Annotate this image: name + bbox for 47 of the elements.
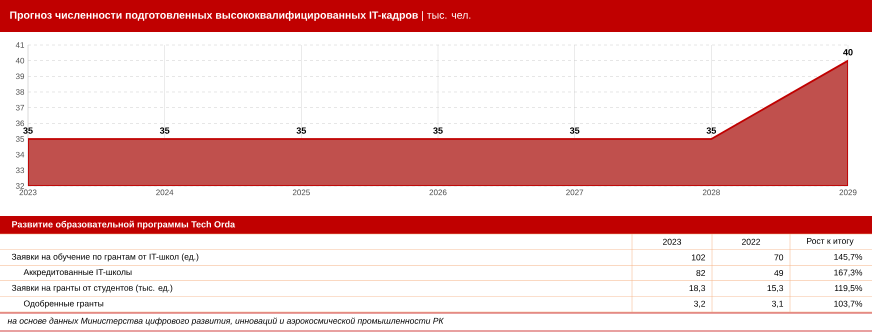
text: 145,7%	[834, 254, 862, 261]
text: Развитие образовательной программы Tech Orda	[12, 220, 236, 230]
data-label: 35	[296, 127, 306, 134]
x-tick-label: 2024	[156, 190, 174, 196]
data-label: 35	[706, 127, 716, 134]
text: 15,3	[768, 285, 784, 292]
text: 2022	[742, 238, 760, 245]
x-tick-label: 2027	[566, 190, 584, 196]
x-tick-label: 2029	[840, 190, 857, 196]
text: на основе данных Министерства цифрового развития, инноваций и аэрокосмической промышленности РК	[8, 317, 444, 326]
x-tick-label: 2023	[20, 190, 37, 196]
y-tick-label: 41	[16, 42, 24, 48]
text: 103,7%	[834, 300, 862, 308]
x-tick-label: 2025	[292, 190, 310, 196]
text: Рост к итогу	[807, 238, 854, 246]
y-tick-label: 38	[16, 89, 24, 95]
text: 82	[696, 270, 706, 276]
text: 119,5%	[834, 285, 862, 292]
text: 3,2	[694, 300, 706, 308]
x-tick-label: 2028	[702, 190, 720, 196]
text: 167,3%	[834, 269, 862, 277]
y-tick-label: 37	[16, 104, 24, 110]
text: Заявки на обучение по грантам от IT-школ (ед.)	[12, 253, 198, 262]
text: Одобренные гранты	[24, 300, 104, 308]
text: 49	[774, 270, 784, 276]
text: 70	[774, 254, 784, 260]
text: 18,3	[690, 285, 706, 292]
text: Заявки на гранты от студентов (тыс. ед.)	[12, 284, 172, 293]
chart-title: Прогноз численности подготовленных высококвалифицированных IT-кадров	[10, 11, 418, 21]
data-label: 40	[843, 49, 853, 56]
y-tick-label: 40	[16, 58, 24, 64]
y-tick-label: 39	[16, 74, 24, 80]
y-tick-label: 32	[16, 183, 24, 189]
y-tick-label: 35	[16, 136, 24, 142]
y-tick-label: 34	[16, 152, 24, 158]
text: 102	[692, 254, 706, 260]
chart-subtitle: | тыс. чел.	[422, 11, 470, 21]
y-tick-label: 36	[16, 120, 24, 126]
text: 3,1	[772, 300, 784, 308]
x-tick-label: 2026	[430, 190, 447, 196]
text: Аккредитованные IT-школы	[24, 269, 132, 277]
data-label: 35	[570, 127, 580, 134]
text: 2023	[662, 238, 682, 245]
data-label: 35	[433, 127, 443, 134]
data-label: 35	[23, 127, 33, 134]
y-tick-label: 33	[16, 168, 24, 174]
data-label: 35	[160, 127, 170, 134]
